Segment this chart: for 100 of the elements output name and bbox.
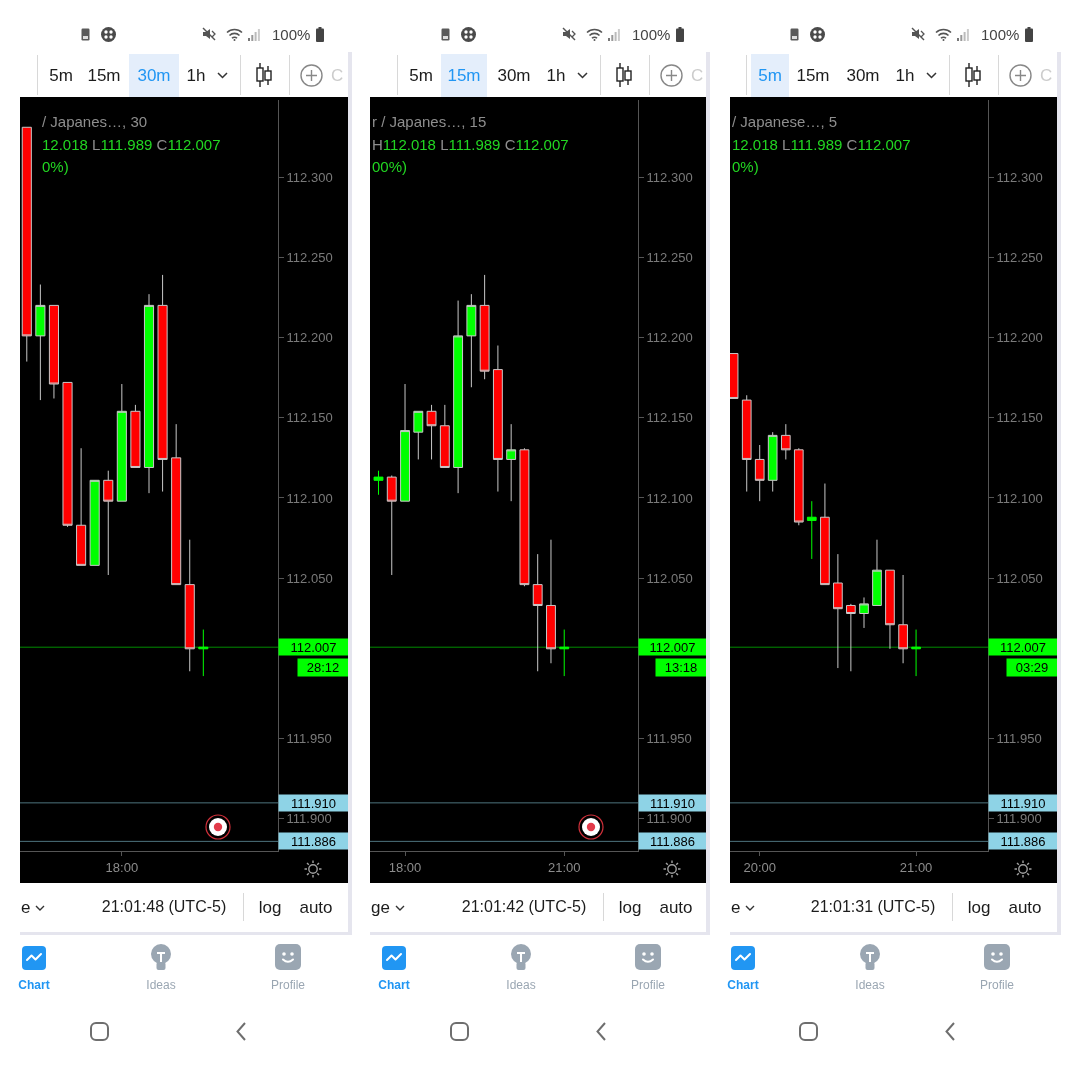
candlestick: [184, 539, 195, 672]
text: Chart: [727, 978, 759, 992]
text: 30m: [497, 65, 531, 85]
text: 12.018 L111.989 C112.007: [42, 135, 221, 153]
text: 1h: [546, 65, 566, 85]
candlestick: [21, 126, 32, 363]
candlestick: [872, 539, 882, 606]
text: 100%: [981, 25, 1020, 43]
x-tick-label: 18:00: [388, 859, 422, 875]
annotation: 0%): [732, 157, 759, 175]
text: Profile: [630, 978, 666, 992]
text: / Japanese…, 5: [732, 112, 838, 130]
text: 5m: [758, 65, 782, 85]
text: e: [21, 897, 31, 917]
candlestick: [479, 274, 490, 380]
candlestick: [439, 404, 450, 468]
text: 03:29: [1015, 660, 1049, 675]
text: 5m: [49, 65, 73, 85]
candlestick: [413, 410, 424, 460]
candlestick: [116, 383, 127, 502]
text: 1h: [186, 65, 206, 85]
candlestick: [730, 353, 739, 399]
y-tick-label: 111.950: [646, 731, 692, 747]
text: 15m: [87, 65, 121, 85]
y-tick-label: 112.200: [996, 330, 1043, 346]
candlestick: [741, 394, 752, 493]
y-tick-label: 111.900: [286, 811, 332, 827]
candlestick: [453, 300, 464, 494]
text: 15m: [796, 65, 830, 85]
ref-line-label: 112.007: [290, 639, 337, 655]
candlestick: [506, 423, 517, 502]
text: 1h: [895, 65, 915, 85]
text: Profile: [270, 978, 306, 992]
y-tick-label: 111.900: [646, 811, 692, 827]
text: 30m: [846, 65, 880, 85]
candlestick: [130, 404, 141, 468]
text: 21:01:31 (UTC-5): [810, 898, 936, 915]
candlestick: [492, 345, 503, 493]
y-tick-label: 111.950: [286, 731, 332, 747]
text: 15m: [447, 65, 481, 85]
candlestick: [767, 431, 778, 493]
candlestick: [532, 553, 543, 672]
text: Ideas: [506, 978, 536, 992]
y-tick-label: 112.250: [996, 249, 1043, 265]
text: 5m: [409, 65, 433, 85]
candlestick: [546, 539, 556, 664]
y-tick-label: 112.150: [646, 410, 693, 426]
y-tick-label: 112.050: [646, 570, 693, 586]
text: Chart: [378, 978, 410, 992]
text: 12.018 L111.989 C112.007: [732, 135, 911, 153]
candlestick: [373, 470, 384, 496]
y-tick-label: 112.300: [996, 169, 1043, 185]
y-tick-label: 112.050: [996, 570, 1043, 586]
candlestick: [171, 423, 182, 586]
candlestick: [859, 596, 869, 629]
text: log: [967, 897, 991, 917]
text: auto: [299, 897, 333, 917]
ref-line-label: 111.886: [290, 833, 337, 849]
text: 100%: [632, 25, 671, 43]
text: r / Japanes…, 15: [372, 112, 487, 130]
text: Profile: [979, 978, 1015, 992]
x-tick-label: 21:00: [547, 859, 581, 875]
candlestick: [103, 470, 114, 576]
candlestick: [400, 383, 410, 502]
y-tick-label: 112.100: [996, 490, 1043, 506]
candlestick: [898, 574, 908, 664]
text: e: [731, 897, 741, 917]
y-tick-label: 112.200: [286, 330, 333, 346]
text: Chart: [18, 978, 50, 992]
y-tick-label: 111.950: [996, 731, 1042, 747]
text: H112.018 L111.989 C112.007: [372, 135, 569, 153]
candlestick: [89, 479, 100, 566]
candlestick: [820, 483, 830, 586]
annotation: 0%): [42, 157, 69, 175]
text: log: [618, 897, 642, 917]
text: 21:01:48 (UTC-5): [101, 898, 227, 915]
y-tick-label: 112.050: [286, 570, 333, 586]
candlestick: [780, 423, 791, 460]
text: auto: [1008, 897, 1042, 917]
text: 30m: [137, 65, 171, 85]
candlestick: [754, 444, 765, 502]
candlestick: [35, 284, 46, 401]
text: Ideas: [855, 978, 885, 992]
y-tick-label: 112.250: [286, 249, 333, 265]
text: 28:12: [306, 660, 340, 675]
y-tick-label: 112.300: [646, 169, 693, 185]
candlestick: [793, 447, 804, 526]
text: auto: [659, 897, 693, 917]
candlestick: [426, 404, 437, 460]
x-tick-label: 20:00: [743, 859, 776, 875]
y-tick-label: 112.300: [286, 169, 333, 185]
ref-line-label: 111.886: [1000, 833, 1046, 849]
candlestick: [198, 629, 209, 677]
text: 13:18: [664, 660, 698, 675]
x-tick-label: 18:00: [105, 859, 139, 875]
candlestick: [466, 293, 477, 388]
x-tick-label: 21:00: [899, 859, 933, 875]
text: / Japanes…, 30: [42, 112, 148, 130]
y-tick-label: 112.100: [646, 490, 693, 506]
y-tick-label: 112.200: [646, 330, 693, 346]
